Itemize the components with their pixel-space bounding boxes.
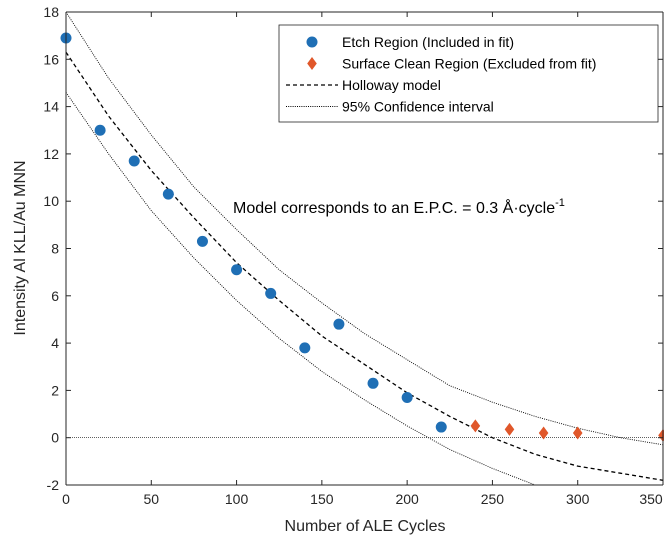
etch-point — [367, 377, 379, 389]
etch-point — [299, 342, 311, 354]
etch-point — [162, 188, 174, 200]
legend-label: Holloway model — [342, 77, 441, 93]
annotation-text: Model corresponds to an E.P.C. = 0.3 Å·c… — [233, 198, 555, 217]
y-tick-label: 4 — [51, 335, 59, 351]
legend-item: 95% Confidence interval — [286, 99, 494, 115]
confidence-interval-line-4 — [66, 92, 537, 485]
y-tick-label: 16 — [43, 51, 59, 67]
y-tick-label: 0 — [51, 430, 59, 446]
legend-item: Etch Region (Included in fit) — [306, 34, 514, 50]
y-tick-label: 18 — [43, 4, 59, 20]
legend-item: Surface Clean Region (Excluded from fit) — [307, 56, 596, 72]
x-tick-label: 50 — [143, 491, 159, 507]
x-tick-label: 350 — [639, 491, 663, 507]
y-tick-label: -2 — [47, 477, 60, 493]
x-tick-label: 100 — [225, 491, 249, 507]
etch-point — [435, 421, 447, 433]
surface-clean-point — [572, 426, 583, 440]
surface-clean-point — [470, 419, 481, 433]
x-tick-label: 300 — [566, 491, 590, 507]
legend-diamond-icon — [307, 57, 317, 70]
points-layer — [60, 32, 664, 442]
surface-clean-point — [504, 422, 515, 436]
y-tick-label: 2 — [51, 382, 59, 398]
lines-layer — [66, 12, 663, 485]
etch-point — [231, 264, 243, 276]
holloway-model-line — [66, 51, 663, 481]
y-tick-label: 6 — [51, 288, 59, 304]
x-tick-label: 150 — [310, 491, 334, 507]
x-axis-label: Number of ALE Cycles — [285, 518, 446, 535]
legend-label: 95% Confidence interval — [342, 99, 494, 115]
y-tick-label: 14 — [43, 99, 59, 115]
x-tick-label: 250 — [481, 491, 505, 507]
annotation-superscript: -1 — [555, 197, 565, 209]
x-tick-label: 200 — [395, 491, 419, 507]
chart-annotation: Model corresponds to an E.P.C. = 0.3 Å·c… — [233, 197, 565, 217]
etch-point — [94, 124, 106, 136]
y-axis-label: Intensity Al KLL/Au MNN — [12, 160, 29, 335]
legend-item: Holloway model — [286, 77, 441, 93]
legend-label: Surface Clean Region (Excluded from fit) — [342, 56, 596, 72]
surface-clean-point — [538, 426, 549, 440]
etch-point — [333, 318, 345, 330]
legend-circle-icon — [306, 36, 318, 48]
x-tick-label: 0 — [62, 491, 70, 507]
y-tick-label: 8 — [51, 241, 59, 257]
legend-box — [278, 24, 659, 123]
y-tick-label: 12 — [43, 146, 59, 162]
etch-point — [128, 155, 140, 167]
etch-point — [401, 391, 413, 403]
etch-point — [265, 287, 277, 299]
confidence-interval-line-3 — [66, 12, 663, 446]
legend-label: Etch Region (Included in fit) — [342, 34, 514, 50]
legend: Etch Region (Included in fit) Surface Cle… — [278, 24, 659, 123]
y-tick-label: 10 — [43, 193, 59, 209]
etch-point — [196, 235, 208, 247]
